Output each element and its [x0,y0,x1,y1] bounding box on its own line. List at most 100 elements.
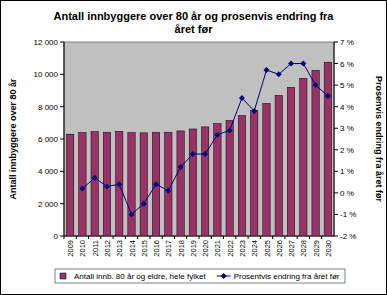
x-tick [162,236,163,239]
x-tick [260,236,261,239]
chart: Antall innbyggere over 80 år og prosenvi… [0,0,387,295]
marker [239,95,245,101]
x-tick-label: 2010 [78,240,87,257]
marker [313,82,319,88]
y-tick-label: 8 000 [38,103,59,112]
x-tick-label: 2023 [238,240,247,257]
legend-frame [55,269,345,283]
title-line: Antall innbyggere over 80 år og prosenvi… [54,10,335,22]
y2-tick-label: -2 % [340,232,356,241]
legend-marker [221,273,227,279]
marker [92,175,98,181]
line [82,64,327,215]
y2-tick-label: -1 % [340,210,356,219]
x-tick [88,236,89,239]
legend-label: Prosentvis endring fra året før [234,272,340,281]
marker [288,61,294,67]
x-tick-label: 2019 [189,240,198,257]
bar [116,131,123,236]
x-tick [174,236,175,239]
y2-tick-label: 7 % [340,38,354,47]
x-tick [125,236,126,239]
y-tick [60,74,64,75]
y-tick [60,106,64,107]
legend-swatch [60,273,66,279]
y2-tick-label: 2 % [340,146,354,155]
bar [152,132,159,236]
bar [128,133,135,236]
y2-axis-title: Prosenvis endring fra året før [374,76,384,203]
y2-tick [334,128,338,129]
x-tick-label: 2014 [128,240,137,257]
marker [276,71,282,77]
marker [190,151,196,157]
y-tick [60,236,64,237]
x-tick [137,236,138,239]
y-axis-title: Antall innbyggere over 80 år [8,78,18,200]
marker [116,181,122,187]
y2-tick [334,106,338,107]
bar [177,131,184,236]
x-tick-label: 2021 [213,240,222,257]
bar [79,133,86,236]
x-tick [211,236,212,239]
x-tick [272,236,273,239]
plot-area [64,42,334,236]
x-tick-label: 2026 [275,240,284,257]
y-tick-label: 6 000 [38,135,59,144]
x-tick [309,236,310,239]
marker [300,61,306,67]
y2-tick-label: 3 % [340,124,354,133]
x-tick-label: 2011 [91,240,100,256]
x-tick [321,236,322,239]
x-tick [149,236,150,239]
y-tick-label: 2 000 [38,200,59,209]
y2-tick [334,171,338,172]
y-tick-label: 4 000 [38,167,59,176]
x-tick [199,236,200,239]
y-tick [60,42,64,43]
x-tick [248,236,249,239]
x-tick-label: 2012 [103,240,112,257]
marker [153,181,159,187]
x-tick-label: 2028 [299,240,308,257]
y-tick [60,139,64,140]
bar [165,132,172,236]
x-tick-label: 2015 [140,240,149,257]
bar [66,134,73,236]
y2-tick [334,236,338,237]
bar [287,87,294,236]
marker [178,164,184,170]
marker [79,186,85,192]
bar [189,129,196,236]
y2-tick [334,42,338,43]
x-tick-label: 2025 [263,240,272,257]
x-tick [284,236,285,239]
y-tick [60,203,64,204]
x-tick-label: 2027 [287,240,296,257]
y2-tick-label: 4 % [340,103,354,112]
y2-tick-label: 0 % [340,189,354,198]
y-tick-label: 10 000 [34,70,59,79]
plot-marks [66,61,331,236]
bar [275,95,282,236]
bar [226,120,233,236]
bar [324,62,331,236]
y2-tick [334,85,338,86]
bar [201,127,208,236]
x-tick [223,236,224,239]
bar [263,103,270,236]
bar [91,132,98,236]
marker [202,151,208,157]
y2-tick-label: 6 % [340,60,354,69]
y2-tick [334,214,338,215]
title-line: året før [175,23,214,35]
y2-tick [334,149,338,150]
x-tick-label: 2030 [324,240,333,257]
legend-label: Antall innb. 80 år og eldre, hele fylket [74,272,206,281]
y-tick-label: 12 000 [34,38,59,47]
x-tick-label: 2013 [115,240,124,257]
legend: Antall innb. 80 år og eldre, hele fylket… [55,269,345,283]
y2-tick-label: 1 % [340,167,354,176]
title: Antall innbyggere over 80 år og prosenvi… [54,10,335,35]
